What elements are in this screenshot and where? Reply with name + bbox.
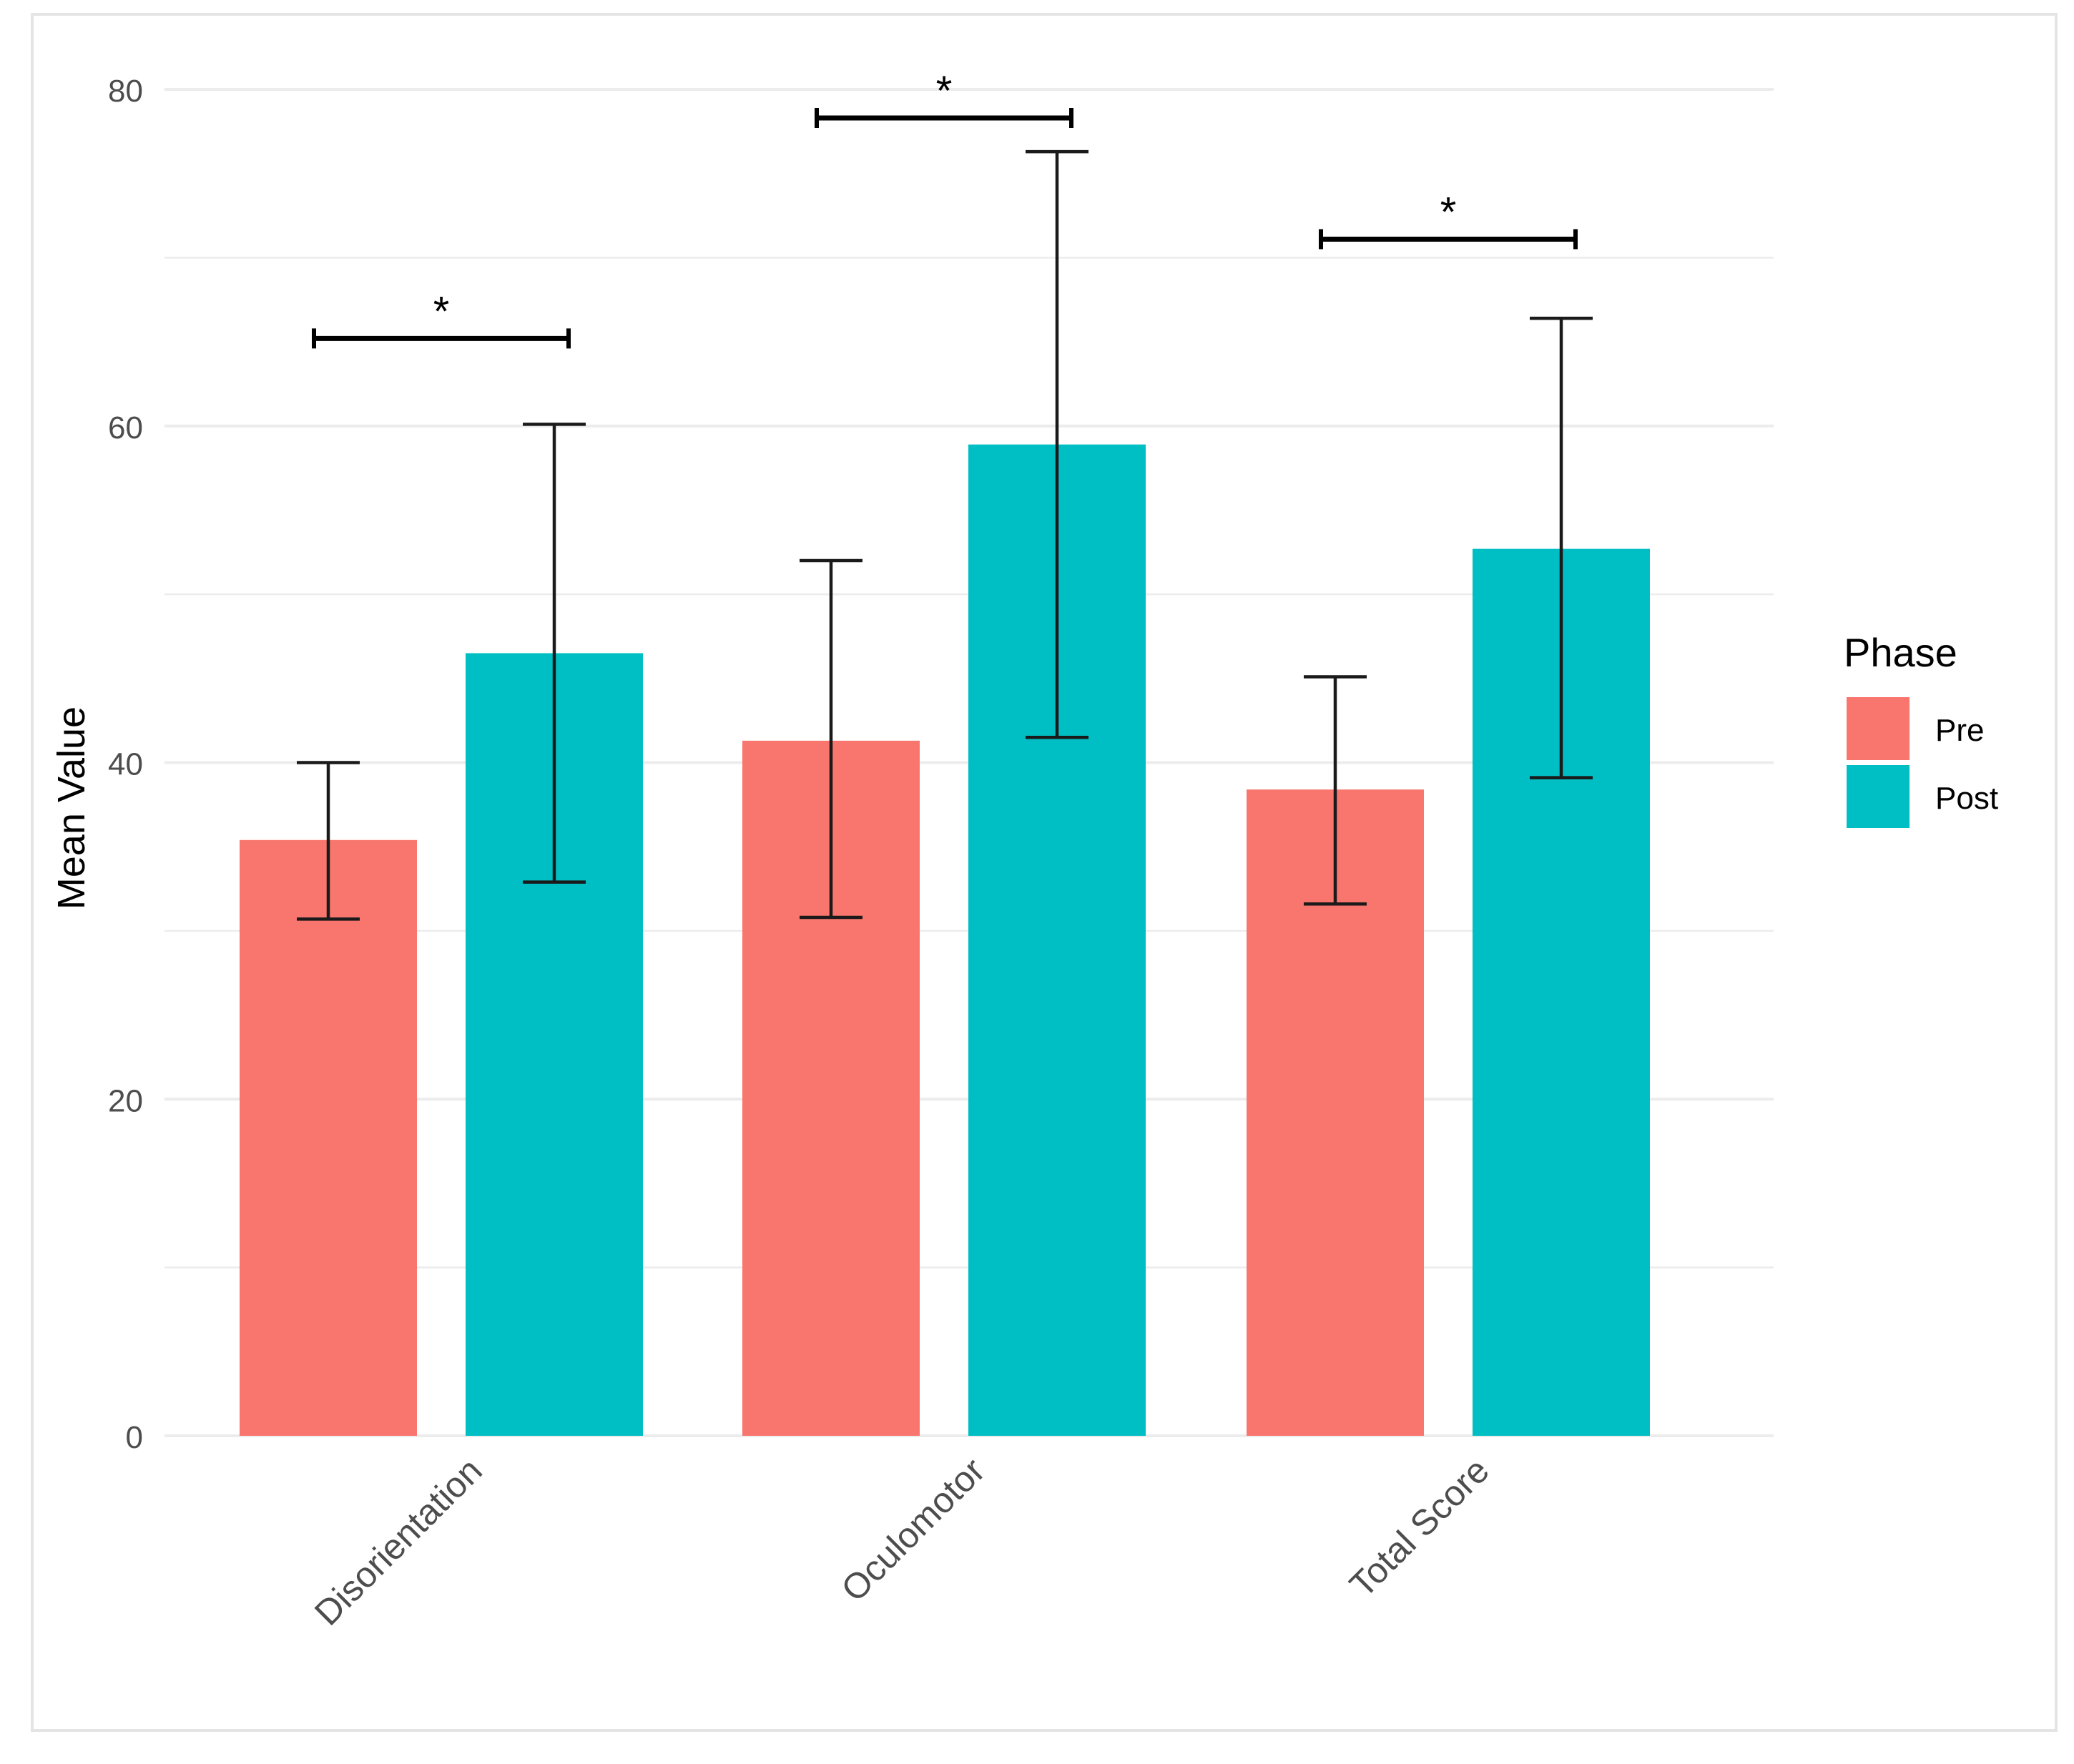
y-tick-label: 20: [108, 1083, 143, 1118]
significance-label: *: [1440, 189, 1457, 235]
errorbar-layer: [297, 149, 1593, 921]
significance-label: *: [433, 288, 450, 335]
significance-label: *: [936, 68, 953, 114]
y-tick-label: 0: [126, 1420, 143, 1455]
legend: Phase Pre Post: [1844, 630, 1998, 828]
significance-layer: * * *: [312, 68, 1578, 349]
bar-pre: [240, 839, 417, 1436]
y-tick-label: 60: [108, 410, 143, 445]
legend-label-pre: Pre: [1935, 713, 1984, 748]
legend-swatch-pre: [1847, 697, 1910, 760]
y-axis-title: Mean Value: [50, 706, 93, 910]
y-tick-label: 40: [108, 747, 143, 782]
legend-swatch-post: [1847, 765, 1910, 828]
legend-items: Pre Post: [1847, 697, 1998, 828]
legend-label-post: Post: [1935, 781, 1998, 816]
legend-title: Phase: [1844, 630, 1957, 675]
y-tick-label: 80: [108, 74, 143, 109]
